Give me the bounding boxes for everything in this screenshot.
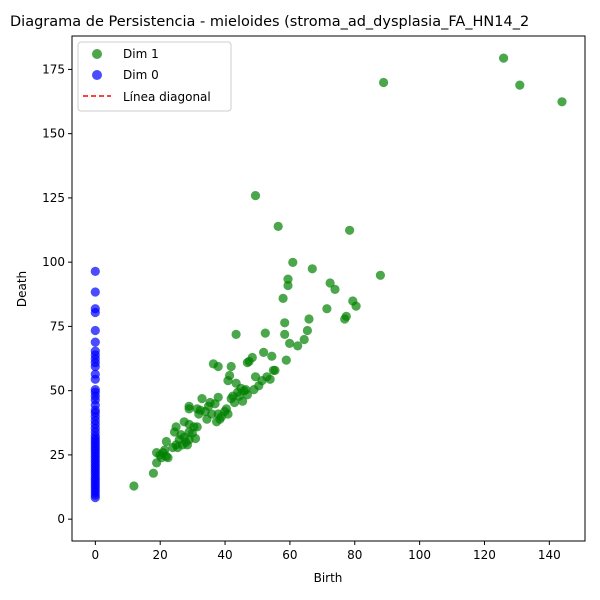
dim-1-point: [278, 293, 288, 303]
x-tick-label: 140: [538, 548, 561, 562]
dim-0-point: [90, 266, 100, 276]
dim-1-point: [207, 409, 217, 419]
legend-label-diagonal-line: Línea diagonal: [123, 90, 211, 104]
dim-1-point: [184, 401, 194, 411]
y-axis-label: Death: [15, 271, 29, 307]
y-tick-label: 175: [42, 62, 65, 76]
dim-1-point: [299, 334, 309, 345]
dim-1-point: [341, 311, 351, 321]
plot-area: [71, 35, 586, 542]
dim-1-point: [192, 422, 202, 432]
dim-1-point: [223, 409, 233, 419]
dim-1-point: [379, 77, 389, 88]
dim-1-point: [288, 257, 298, 267]
x-tick-label: 40: [217, 548, 232, 562]
x-axis-label: Birth: [314, 571, 343, 585]
dim-1-point: [260, 328, 270, 338]
dim-1-point: [247, 352, 257, 363]
dim-1-point: [325, 278, 335, 288]
dim-1-point: [163, 453, 173, 463]
dim-1-point: [226, 361, 236, 372]
y-tick-label: 125: [42, 191, 65, 205]
dim-1-point: [259, 347, 269, 357]
dim-0-series: [90, 266, 100, 503]
dim-1-point: [265, 374, 275, 384]
dim-0-point: [90, 385, 100, 395]
dim-1-point: [515, 80, 525, 90]
y-tick-label: 50: [50, 384, 65, 398]
dim-1-point: [322, 304, 332, 314]
dim-1-point: [281, 355, 291, 365]
dim-1-point: [499, 53, 509, 63]
dim-1-point: [270, 365, 280, 375]
dim-1-point: [375, 270, 385, 280]
x-tick-label: 0: [92, 548, 100, 562]
y-tick-label: 0: [57, 512, 65, 526]
dim-1-point: [283, 274, 293, 284]
dim-0-point: [90, 346, 100, 356]
dim-1-point: [213, 392, 223, 402]
legend-marker-dim-0: [92, 70, 102, 80]
dim-1-point: [351, 301, 361, 311]
dim-1-point: [242, 390, 252, 400]
dim-0-point: [90, 369, 100, 379]
dim-1-point: [280, 318, 290, 328]
dim-1-point: [345, 225, 355, 235]
x-axis: 0 20 40 60 80 100 120 140: [92, 541, 561, 562]
dim-1-point: [273, 221, 283, 231]
dim-1-point: [190, 433, 201, 444]
x-tick-label: 20: [153, 548, 168, 562]
dim-1-point: [225, 370, 235, 381]
dim-1-point: [161, 436, 171, 447]
dim-1-point: [231, 329, 241, 339]
y-tick-label: 150: [42, 127, 65, 141]
dim-1-point: [197, 394, 207, 404]
dim-0-point: [90, 304, 100, 314]
chart-title: Diagrama de Persistencia - mieloides (st…: [10, 14, 529, 30]
dim-0-point: [90, 287, 100, 297]
x-tick-label: 80: [347, 548, 362, 562]
dim-1-point: [293, 341, 303, 351]
y-axis: 0 25 50 75 100 125 150 175: [42, 62, 72, 526]
legend-marker-dim-1: [92, 49, 102, 59]
dim-1-series: [129, 53, 567, 491]
legend-box: [77, 41, 232, 112]
legend-label-dim-1: Dim 1: [123, 47, 159, 61]
dim-1-point: [229, 397, 240, 408]
dim-1-point: [129, 481, 139, 491]
x-tick-label: 60: [282, 548, 297, 562]
dim-1-point: [302, 325, 312, 336]
legend: Dim 1 Dim 0 Línea diagonal: [77, 41, 232, 112]
y-tick-label: 25: [50, 448, 65, 462]
dim-1-point: [238, 396, 248, 406]
dim-1-point: [285, 338, 295, 348]
dim-1-point: [304, 314, 314, 324]
dim-0-point: [90, 325, 100, 336]
y-tick-label: 100: [42, 255, 65, 269]
dim-1-point: [307, 264, 317, 274]
x-tick-label: 100: [408, 548, 431, 562]
y-tick-label: 75: [50, 319, 65, 333]
dim-1-point: [330, 284, 340, 294]
dim-1-point: [171, 422, 181, 432]
dim-1-point: [557, 97, 567, 107]
dim-1-point: [283, 280, 293, 291]
dim-1-point: [213, 361, 223, 372]
x-tick-label: 120: [473, 548, 496, 562]
dim-1-point: [148, 468, 158, 478]
dim-1-point: [250, 191, 261, 201]
dim-1-point: [267, 351, 277, 361]
legend-label-dim-0: Dim 0: [123, 68, 159, 82]
dim-0-point: [90, 337, 100, 347]
dim-1-point: [280, 329, 290, 339]
